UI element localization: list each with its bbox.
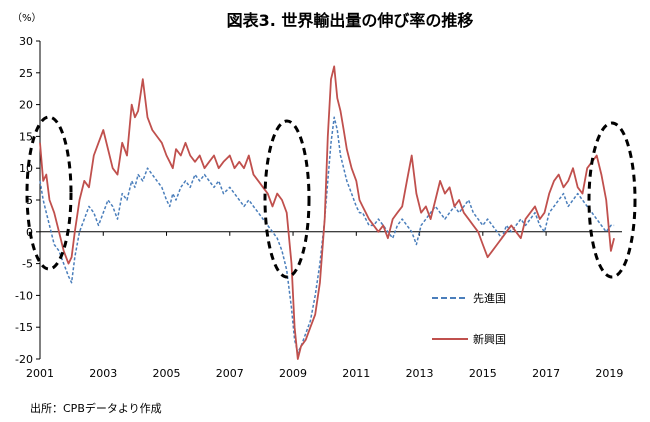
legend: 先進国 新興国 — [432, 292, 506, 346]
series-line-emerging — [39, 65, 615, 360]
x-tick-label: 2019 — [595, 367, 623, 380]
y-tick-label: -5 — [22, 258, 33, 271]
x-tick-label: 2013 — [406, 367, 434, 380]
x-tick-marks — [39, 231, 610, 236]
source-note: 出所：CPBデータより作成 — [30, 402, 162, 415]
highlight-ellipse-2008 — [263, 119, 311, 279]
series-layer — [39, 65, 615, 360]
y-tick-label: -10 — [15, 289, 33, 302]
x-tick-label: 2005 — [153, 367, 181, 380]
x-tick-label: 2001 — [26, 367, 54, 380]
x-tick-labels: 2001 2003 2005 2007 2009 2011 2013 2015 2017 2019 — [26, 367, 623, 380]
x-tick-label: 2003 — [89, 367, 117, 380]
y-tick-label: 5 — [26, 194, 33, 207]
x-tick-label: 2015 — [469, 367, 497, 380]
x-tick-label: 2007 — [216, 367, 244, 380]
highlight-ellipses — [25, 115, 637, 279]
y-tick-label: 10 — [19, 162, 33, 175]
y-tick-marks — [36, 40, 40, 360]
x-tick-label: 2017 — [532, 367, 560, 380]
y-tick-label: 30 — [19, 35, 33, 48]
chart-title: 図表3. 世界輸出量の伸び率の推移 — [227, 11, 474, 30]
y-tick-label: -20 — [15, 353, 33, 366]
highlight-ellipse-2001 — [25, 115, 73, 271]
y-unit-label: （%） — [12, 12, 42, 24]
y-tick-label: 25 — [19, 67, 33, 80]
y-tick-label: -15 — [15, 321, 33, 334]
y-tick-label: 15 — [19, 130, 33, 143]
x-tick-label: 2011 — [342, 367, 370, 380]
y-tick-label: 20 — [19, 99, 33, 112]
legend-label-advanced: 先進国 — [473, 292, 506, 305]
x-tick-label: 2009 — [279, 367, 307, 380]
highlight-ellipse-2019 — [587, 121, 637, 279]
legend-label-emerging: 新興国 — [473, 332, 506, 346]
